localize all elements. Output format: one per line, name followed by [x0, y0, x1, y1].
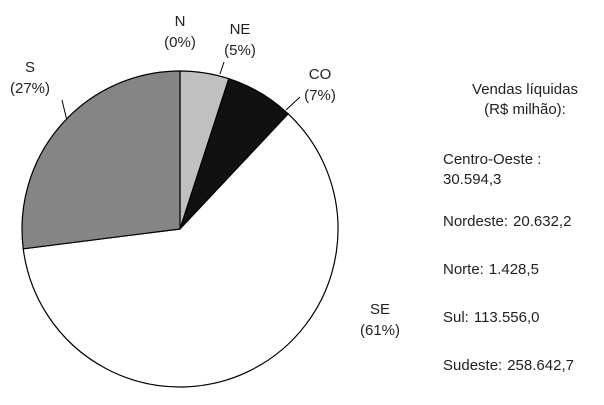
- slice-value-label: (5%): [224, 42, 256, 59]
- slice-label: SE: [370, 301, 390, 318]
- pie-slice: [22, 112, 339, 388]
- sales-name: Centro-Oeste :: [443, 151, 541, 168]
- sales-value: 258.642,7: [507, 357, 574, 374]
- pie-slice: [21, 70, 181, 250]
- slice-value-label: (61%): [360, 322, 400, 339]
- slice-label: CO: [309, 66, 332, 83]
- slice-label: S: [25, 59, 35, 76]
- sales-name: Sul:: [443, 309, 469, 326]
- slice-value-label: (7%): [304, 87, 336, 104]
- side-title: Vendas líquidas: [472, 81, 578, 98]
- slice-value-label: (0%): [164, 34, 196, 51]
- sales-item: Nordeste: 20.632,2: [443, 213, 571, 230]
- leader-line: [219, 61, 225, 75]
- sales-name: Nordeste:: [443, 213, 508, 230]
- sales-item: Sudeste: 258.642,7: [443, 357, 574, 374]
- sales-value: 113.556,0: [474, 309, 540, 326]
- slice-label: NE: [230, 21, 251, 38]
- sales-name: Norte:: [443, 261, 484, 278]
- slice-label: N: [175, 13, 186, 30]
- sales-value: 1.428,5: [489, 261, 539, 278]
- sales-value: 20.632,2: [513, 213, 571, 230]
- sales-item: Sul: 113.556,0: [443, 309, 539, 326]
- sales-item: Norte: 1.428,5: [443, 261, 539, 278]
- side-title: (R$ milhão):: [484, 101, 566, 118]
- leader-line: [285, 96, 301, 111]
- sales-name: Sudeste:: [443, 357, 502, 374]
- sales-value: 30.594,3: [443, 171, 501, 188]
- slice-value-label: (27%): [10, 80, 50, 97]
